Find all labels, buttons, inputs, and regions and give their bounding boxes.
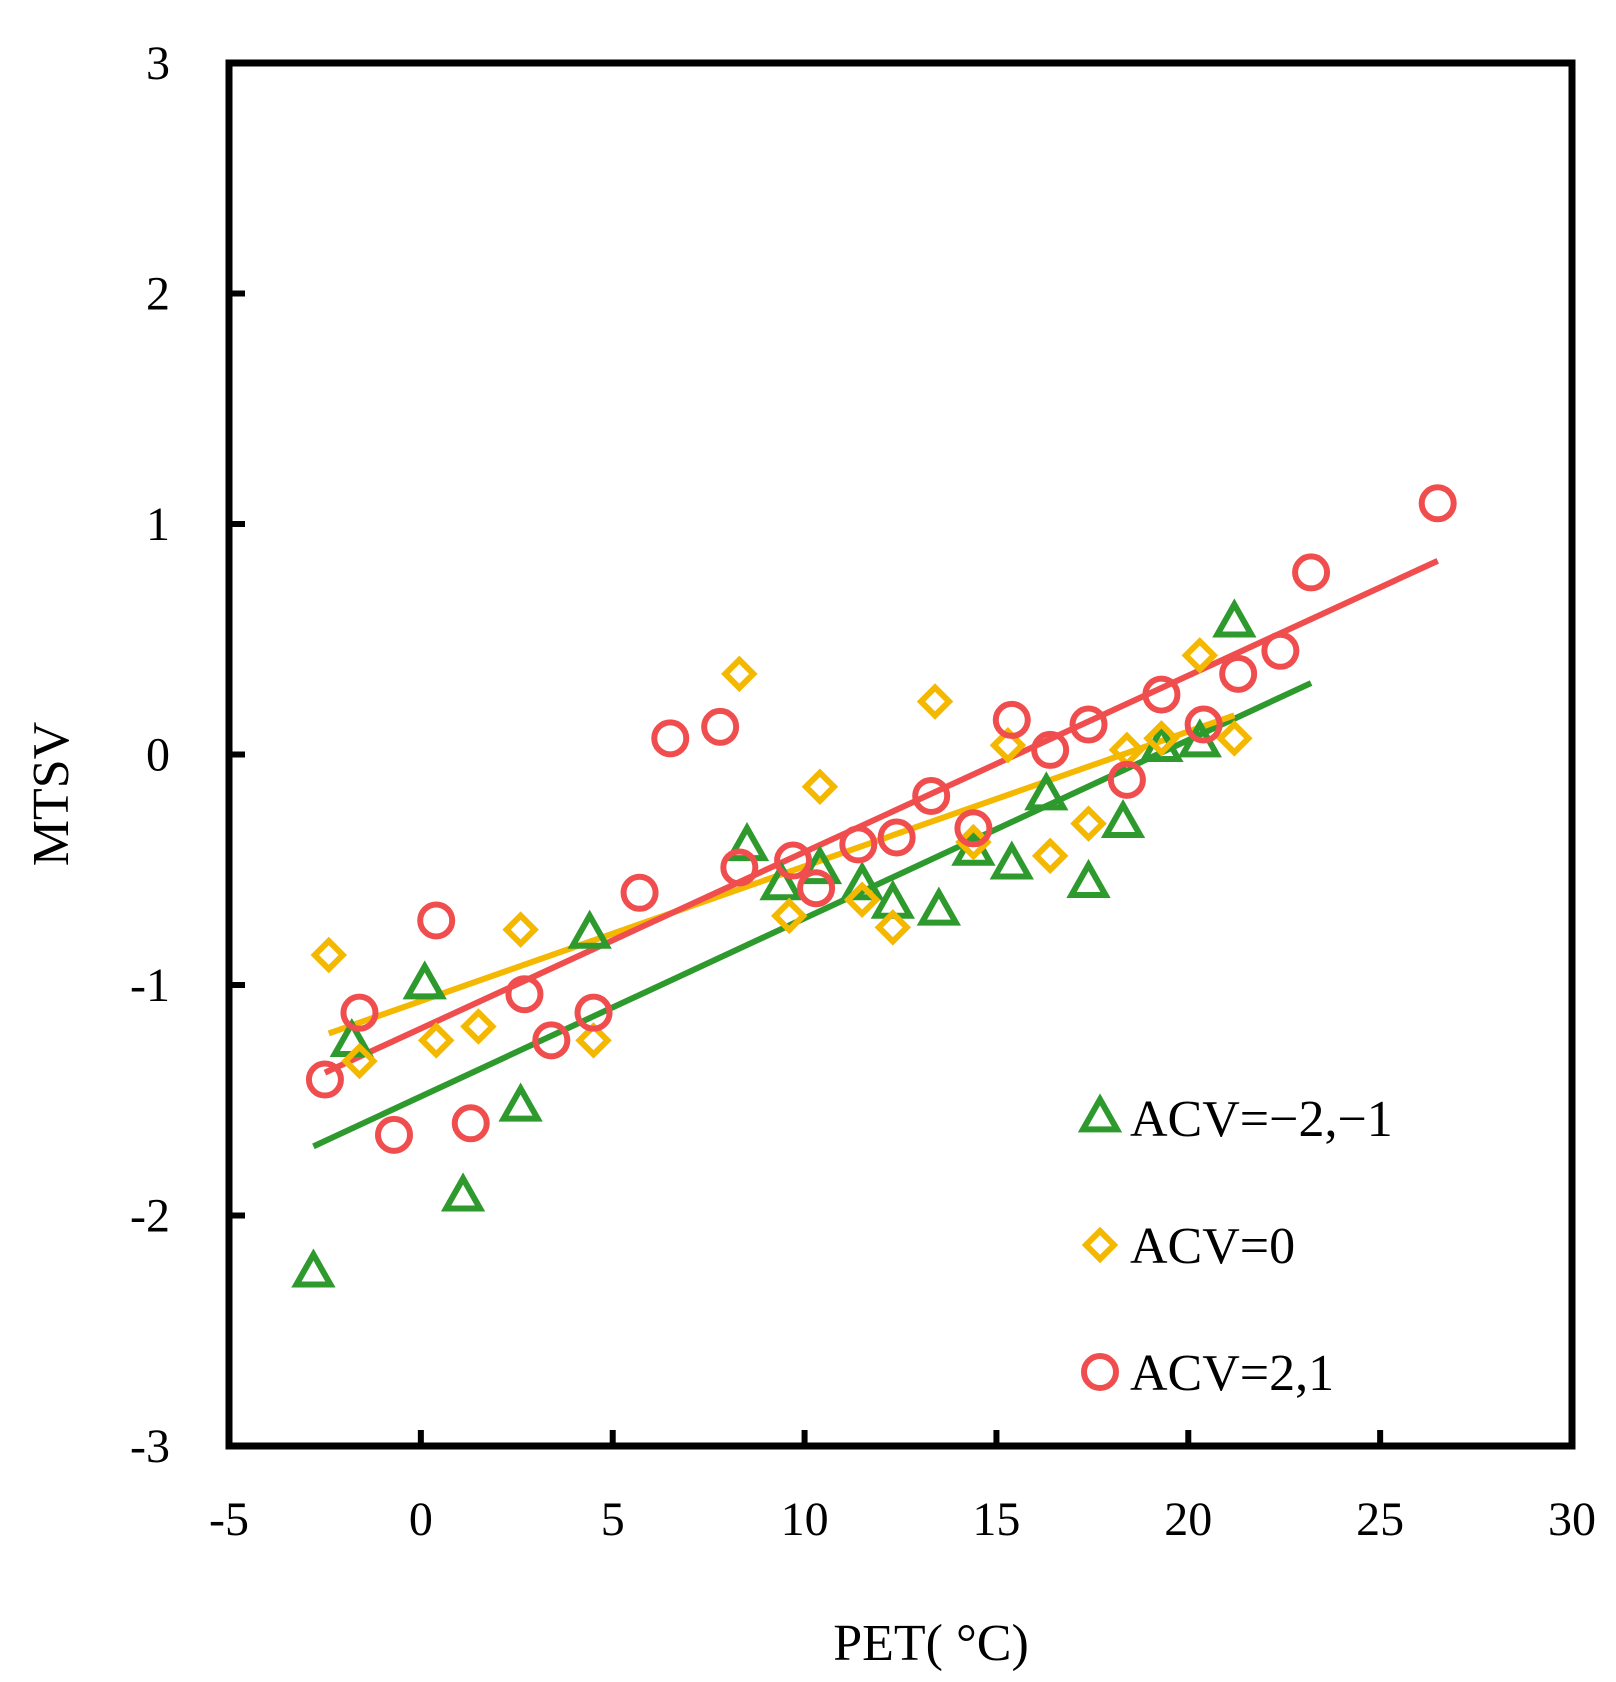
data-point-circle-27 [1292,553,1331,592]
data-point-triangle-15 [1024,771,1069,811]
x-tick-label: 20 [1164,1493,1212,1546]
y-tick-label: 1 [146,498,170,551]
legend-item-2: ACV=0 [1081,1218,1295,1275]
data-point-circle-6 [505,975,544,1014]
series-3-circle-points [305,484,1457,1154]
x-axis-title: PET( °C) [833,1615,1029,1672]
data-point-triangle-5 [498,1082,543,1122]
legend-item-1: ACV=−2,−1 [1077,1091,1393,1148]
data-point-circle-5 [451,1104,490,1143]
y-tick-label: 3 [146,37,170,90]
data-point-circle-28 [1418,484,1457,523]
series-2-diamond-points [310,637,1253,1080]
data-point-diamond-4 [460,1008,497,1045]
data-point-diamond-16 [1070,805,1107,842]
data-point-circle-12 [720,848,759,887]
data-point-circle-10 [651,719,690,758]
data-point-circle-11 [701,707,740,746]
y-tick-label: -1 [130,959,170,1012]
data-point-layer [291,484,1457,1288]
data-point-diamond-8 [770,897,808,935]
x-tick-label: 10 [781,1493,829,1546]
data-point-circle-23 [1142,675,1181,714]
data-point-circle-2 [340,993,379,1032]
data-point-triangle-4 [440,1172,486,1212]
x-tick-label: 25 [1356,1493,1404,1546]
data-point-diamond-11 [874,909,912,946]
data-point-circle-4 [417,901,456,940]
legend-diamond-icon [1081,1226,1119,1264]
data-point-circle-1 [305,1060,344,1099]
data-point-triangle-12 [916,886,962,926]
legend-label: ACV=0 [1130,1218,1295,1275]
data-point-triangle-8 [759,861,804,901]
data-point-triangle-7 [724,822,770,862]
x-tick-label: 15 [972,1493,1020,1546]
data-point-circle-17 [912,776,951,815]
data-point-circle-24 [1184,705,1223,744]
data-point-diamond-2 [341,1042,378,1080]
data-point-diamond-7 [721,655,758,693]
data-point-diamond-15 [1031,837,1069,875]
data-point-diamond-12 [916,683,954,720]
data-point-circle-9 [620,873,659,912]
tick-layer: -5 0 5 10 15 20 25 30 -3 -2 -1 0 1 2 3 [130,37,1596,1546]
data-point-triangle-3 [402,960,447,1000]
legend: ACV=−2,−1 ACV=0 ACV=2,1 [1077,1091,1393,1402]
data-point-circle-25 [1219,654,1258,693]
data-point-circle-21 [1069,705,1108,744]
data-point-circle-14 [797,869,836,908]
data-point-triangle-17 [1100,798,1146,839]
y-tick-label: -3 [130,1420,170,1473]
x-tick-label: 0 [409,1493,433,1546]
data-point-triangle-20 [1212,598,1257,638]
data-point-diamond-14 [989,727,1027,764]
data-point-diamond-18 [1143,720,1180,757]
y-tick-label: -2 [130,1190,170,1243]
data-point-circle-22 [1107,760,1146,799]
data-point-diamond-19 [1181,637,1219,674]
data-point-diamond-10 [843,881,881,918]
data-point-triangle-16 [1066,858,1111,898]
y-axis-title: MTSV [23,722,80,866]
data-point-circle-19 [992,700,1031,739]
data-point-diamond-6 [575,1022,612,1059]
legend-label: ACV=2,1 [1130,1345,1334,1402]
data-point-circle-7 [532,1021,571,1060]
legend-circle-icon [1081,1353,1119,1391]
data-point-circle-13 [774,841,813,880]
data-point-diamond-9 [801,768,839,806]
x-tick-label: 5 [601,1493,625,1546]
y-tick-label: 0 [146,729,170,782]
legend-triangle-icon [1077,1093,1123,1133]
data-point-circle-15 [839,825,878,864]
data-point-circle-8 [574,993,613,1032]
legend-label: ACV=−2,−1 [1130,1091,1393,1148]
x-tick-label: 30 [1548,1493,1596,1546]
data-point-diamond-20 [1216,720,1253,757]
data-point-circle-18 [954,809,993,848]
data-point-circle-20 [1031,730,1070,769]
data-point-circle-3 [374,1115,413,1154]
x-tick-label: -5 [209,1493,249,1546]
legend-item-3: ACV=2,1 [1081,1345,1334,1402]
data-point-circle-16 [877,818,916,857]
data-point-triangle-1 [291,1248,336,1288]
data-point-circle-26 [1261,631,1300,670]
data-point-triangle-6 [567,909,612,949]
data-point-diamond-1 [310,936,348,974]
data-point-triangle-14 [989,840,1034,880]
data-point-diamond-3 [417,1022,455,1059]
data-point-triangle-10 [839,861,885,901]
data-point-diamond-5 [502,911,539,948]
data-point-triangle-9 [797,845,843,885]
y-tick-label: 2 [146,268,170,321]
